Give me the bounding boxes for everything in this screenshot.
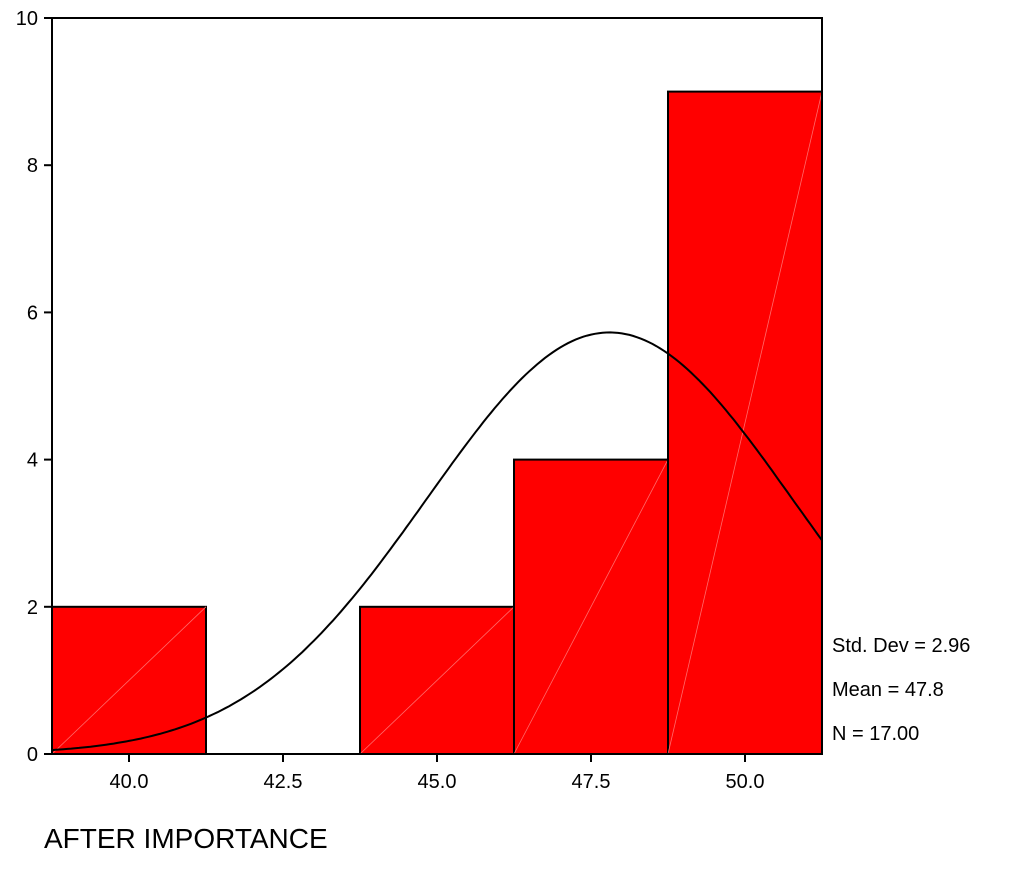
curve-layer xyxy=(51,331,823,752)
y-tick-label-3: 6 xyxy=(27,302,38,324)
y-tick-label-1: 2 xyxy=(27,597,38,619)
x-tick-label-0: 40.0 xyxy=(110,771,149,793)
stat-std-dev: Std. Dev = 2.96 xyxy=(832,635,970,657)
y-tick-label-4: 8 xyxy=(27,155,38,177)
y-tick-label-0: 0 xyxy=(27,744,38,766)
stat-mean: Mean = 47.8 xyxy=(832,679,944,701)
x-axis-label: AFTER IMPORTANCE xyxy=(44,823,328,854)
axis-layer: 0 2 4 6 8 10 40.0 42.5 45.0 47.5 50.0 xyxy=(16,8,765,793)
bar-shading-line-4 xyxy=(667,91,823,755)
y-tick-label-5: 10 xyxy=(16,8,38,30)
bar-shading-line-2 xyxy=(359,606,515,755)
bar-shading-line-0 xyxy=(51,606,207,755)
bars-layer xyxy=(51,90,823,756)
y-tick-label-2: 4 xyxy=(27,450,38,472)
normal-curve xyxy=(51,331,823,752)
bar-shading-line-3 xyxy=(513,459,669,755)
x-tick-label-4: 50.0 xyxy=(726,771,765,793)
stat-n: N = 17.00 xyxy=(832,723,919,745)
x-tick-label-3: 47.5 xyxy=(572,771,611,793)
x-tick-label-2: 45.0 xyxy=(418,771,457,793)
x-tick-label-1: 42.5 xyxy=(264,771,303,793)
